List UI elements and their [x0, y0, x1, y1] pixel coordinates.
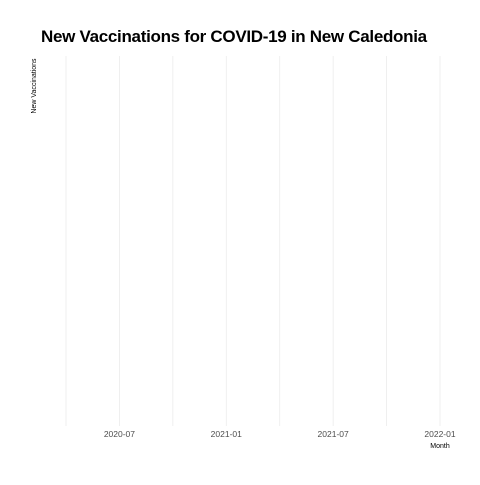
x-axis-label: Month	[430, 443, 450, 450]
x-tick-labels: 2020-07 2021-01 2021-07 2022-01	[104, 429, 456, 439]
y-axis-label: New Vaccinations	[31, 58, 38, 114]
chart-title: New Vaccinations for COVID-19 in New Cal…	[41, 27, 427, 46]
grid-layer	[65, 56, 441, 426]
x-tick-label: 2022-01	[424, 429, 455, 439]
x-tick-label: 2020-07	[104, 429, 135, 439]
x-tick-label: 2021-07	[318, 429, 349, 439]
x-tick-label: 2021-01	[211, 429, 242, 439]
